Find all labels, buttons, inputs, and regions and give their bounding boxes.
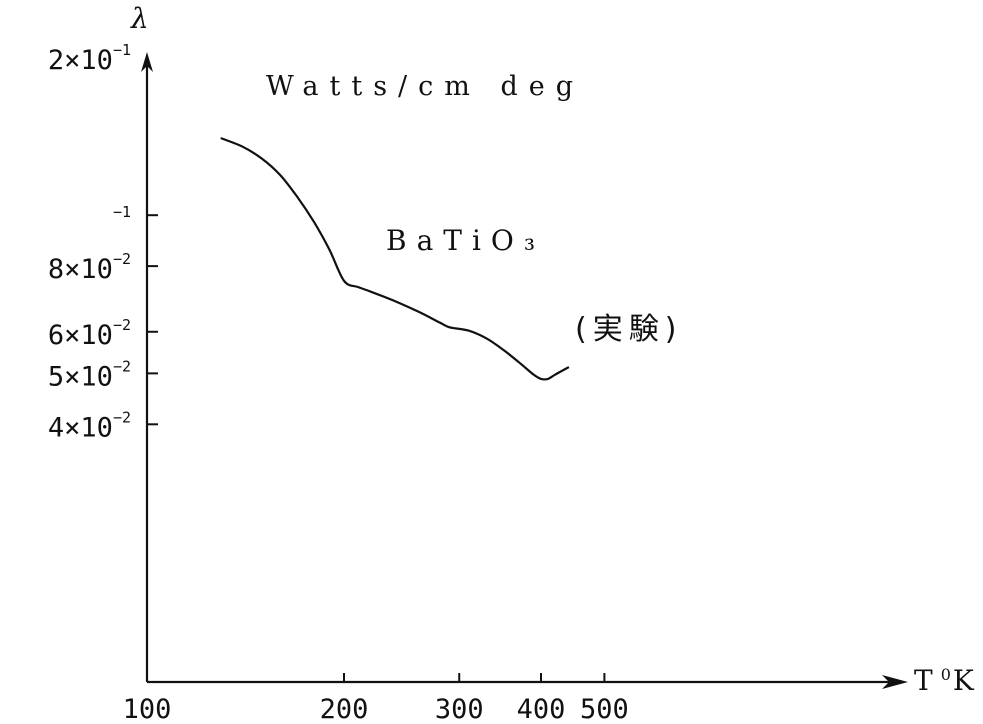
x-axis-label-unit: K bbox=[953, 664, 975, 697]
y-tick-label-base: 8×10 bbox=[48, 254, 113, 285]
y-tick-label-exponent: −2 bbox=[113, 357, 131, 375]
x-ticks: 100 200 300 400 500 bbox=[123, 673, 629, 724]
x-tick-label: 100 bbox=[123, 694, 172, 724]
x-tick-label: 300 bbox=[435, 694, 484, 724]
series-line-batio3 bbox=[220, 137, 570, 381]
x-axis-arrowhead bbox=[882, 675, 908, 689]
y-tick-label: 8×10−2 bbox=[48, 250, 131, 285]
y-tick-label-base: 2×10 bbox=[48, 45, 113, 76]
y-tick-label-exponent: −1 bbox=[113, 203, 131, 221]
units-annotation: Watts/cm deg bbox=[266, 71, 584, 102]
y-tick-label-exponent: −2 bbox=[113, 316, 131, 334]
y-tick-label-base: 5×10 bbox=[48, 361, 113, 392]
y-tick-label-exponent: −2 bbox=[113, 250, 131, 268]
y-ticks: 2×10−1−18×10−26×10−25×10−24×10−2 bbox=[48, 41, 158, 443]
y-tick-label: 4×10−2 bbox=[48, 408, 131, 443]
y-tick-label: −1 bbox=[113, 203, 131, 221]
material-annotation: BaTiO₃ bbox=[386, 224, 545, 257]
x-axis-label-symbol: T bbox=[914, 664, 933, 697]
experiment-annotation: (実験) bbox=[575, 312, 682, 347]
y-tick-label: 2×10−1 bbox=[48, 41, 131, 76]
y-tick-label-base: 4×10 bbox=[48, 412, 113, 443]
x-axis-label-degree: 0 bbox=[941, 665, 951, 684]
y-tick-label-base: 6×10 bbox=[48, 320, 113, 351]
axes bbox=[141, 52, 908, 689]
y-tick-label-exponent: −1 bbox=[113, 41, 131, 59]
x-axis-label: T 0K bbox=[914, 664, 975, 697]
x-tick-label: 500 bbox=[580, 694, 629, 724]
x-tick-label: 200 bbox=[320, 694, 369, 724]
y-tick-label: 5×10−2 bbox=[48, 357, 131, 392]
x-tick-label: 400 bbox=[517, 694, 566, 724]
y-tick-label-exponent: −2 bbox=[113, 408, 131, 426]
y-axis-arrowhead bbox=[141, 52, 153, 72]
y-tick-label: 6×10−2 bbox=[48, 316, 131, 351]
y-axis-label: λ bbox=[130, 2, 149, 35]
